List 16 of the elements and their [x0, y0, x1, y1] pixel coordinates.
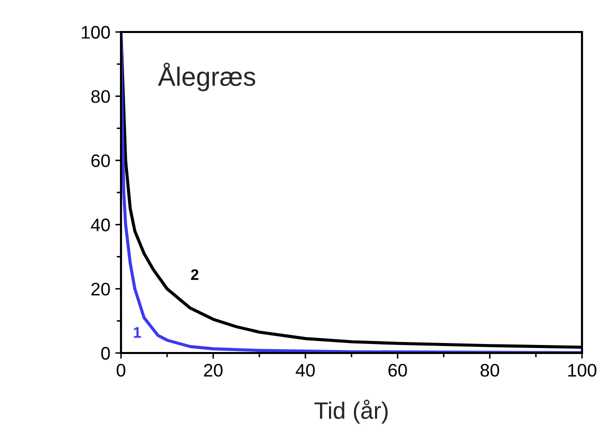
y-tick-label: 100 [82, 26, 110, 39]
y-tick-label: 80 [91, 90, 110, 103]
text: Ålegræs [158, 62, 256, 92]
y-tick-label: 60 [91, 154, 110, 168]
x-tick-label: 20 [204, 364, 223, 377]
y-tick-label: 0 [101, 346, 110, 360]
x-tick-label: 100 [568, 364, 596, 377]
x-axis-title: Tid (år) [314, 400, 388, 424]
x-tick-label: 60 [388, 364, 407, 377]
x-tick-label: 80 [480, 364, 500, 377]
x-tick-label: 0 [116, 364, 126, 377]
series-label: 2 [191, 269, 198, 280]
y-tick-label: 20 [91, 282, 110, 296]
y-tick-label: 40 [90, 218, 110, 232]
x-tick-label: 40 [296, 364, 315, 377]
series-label: 1 [134, 327, 141, 338]
